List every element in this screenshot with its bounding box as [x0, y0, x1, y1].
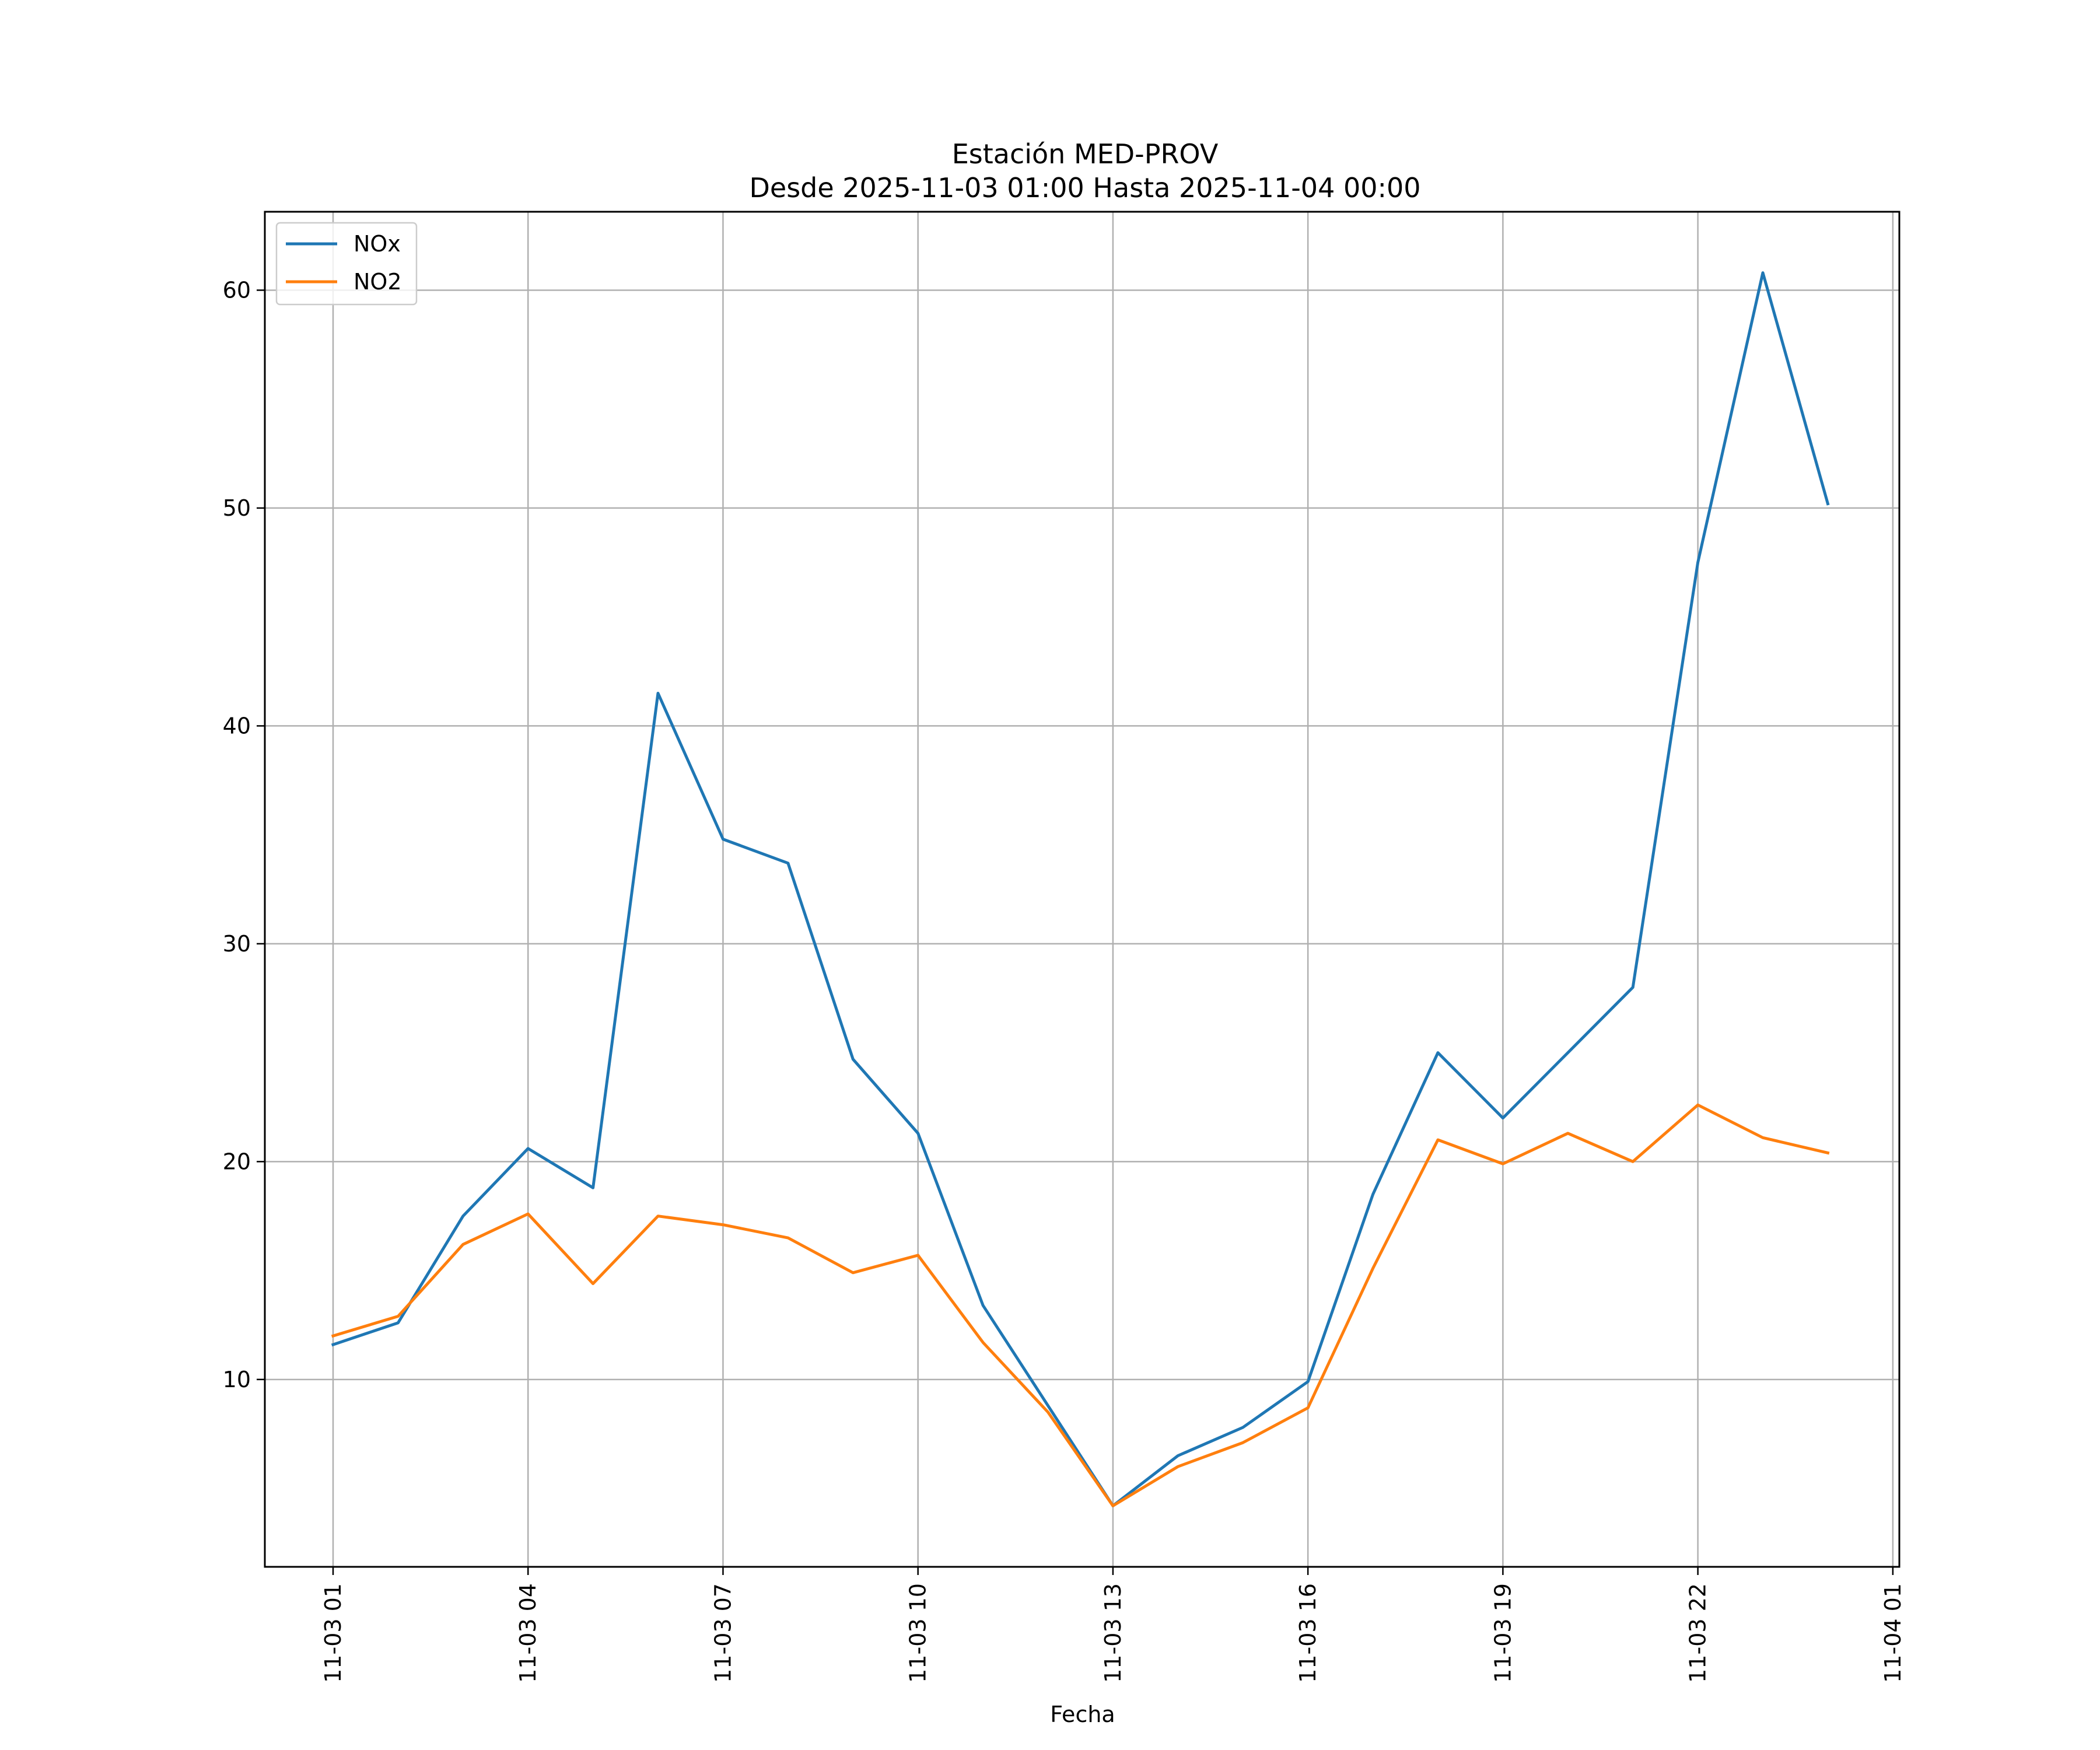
series-line-nox [331, 271, 1830, 1507]
x-tick-label: 11-03 04 [515, 1583, 541, 1683]
legend-label-no2: NO2 [354, 269, 402, 295]
plot-frame [264, 211, 1901, 1568]
y-tick-label: 10 [223, 1367, 251, 1392]
y-axis-ticks: 10 20 30 40 50 60 [223, 277, 265, 1392]
y-tick-label: 50 [223, 495, 251, 521]
x-tick-label: 11-03 19 [1490, 1583, 1516, 1683]
y-tick-label: 20 [223, 1149, 251, 1174]
chart-title-line2: Desde 2025-11-03 01:00 Hasta 2025-11-04 … [749, 172, 1420, 204]
y-tick-label: 30 [223, 931, 251, 957]
legend-label-nox: NOx [354, 231, 401, 257]
x-tick-label: 11-03 13 [1100, 1583, 1126, 1683]
legend: NOx NO2 [275, 222, 418, 306]
x-tick-label: 11-04 01 [1880, 1583, 1906, 1683]
series-lines [331, 271, 1830, 1507]
y-tick-label: 60 [223, 277, 251, 303]
x-tick-label: 11-03 10 [905, 1583, 931, 1683]
y-tick-label: 40 [223, 713, 251, 738]
grid-lines [265, 212, 1899, 1567]
x-tick-label: 11-03 07 [710, 1583, 736, 1683]
x-axis-ticks: 11-03 01 11-03 04 11-03 07 11-03 10 11-03 13… [320, 1567, 1906, 1683]
x-axis-label: Fecha [1050, 1702, 1115, 1727]
x-tick-label: 11-03 22 [1685, 1583, 1711, 1683]
chart-title-line1: Estación MED-PROV [952, 138, 1219, 170]
x-tick-label: 11-03 01 [320, 1583, 346, 1683]
series-line-no2 [331, 1103, 1830, 1507]
x-tick-label: 11-03 16 [1295, 1583, 1321, 1683]
